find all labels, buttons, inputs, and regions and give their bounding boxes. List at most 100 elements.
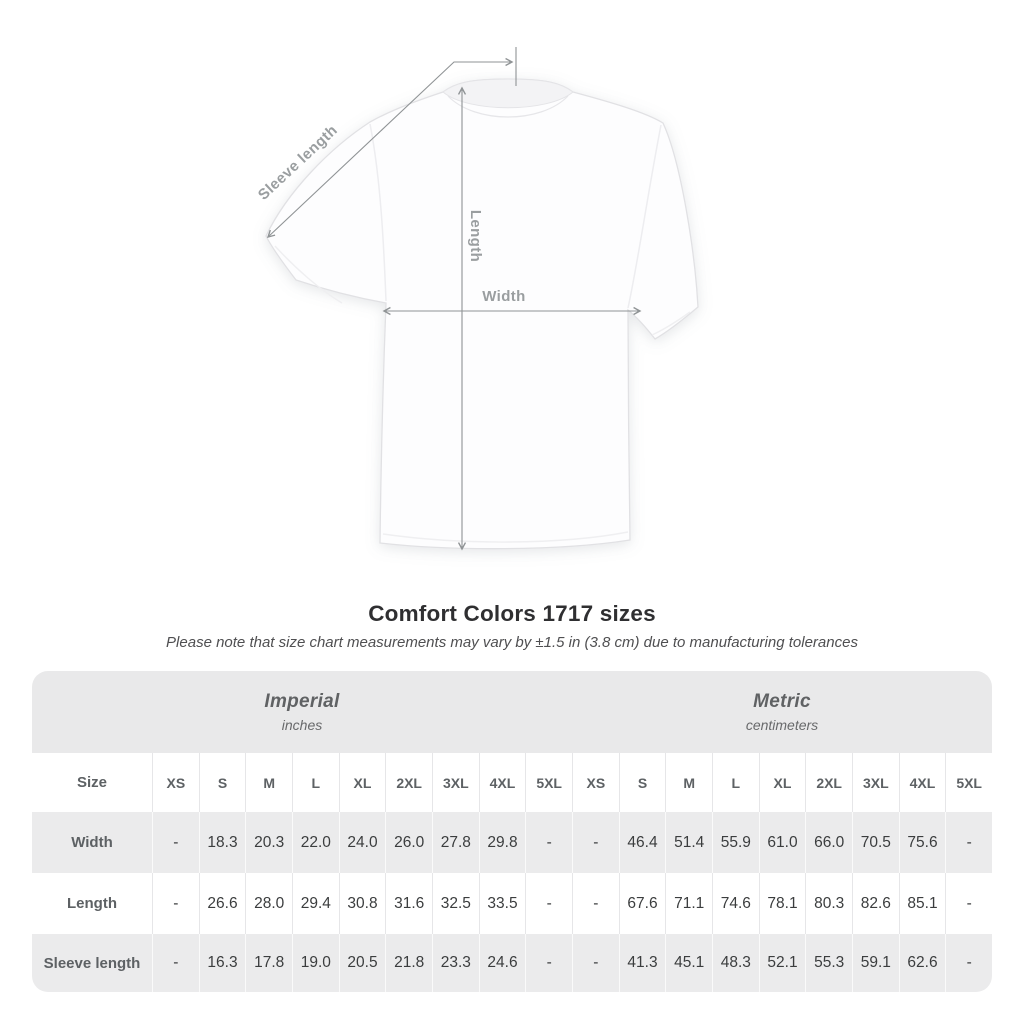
measurement-cell: - (152, 934, 199, 992)
measurement-cell: 70.5 (852, 812, 899, 873)
measurement-cell: 46.4 (618, 812, 666, 873)
measurement-cell: 32.5 (432, 873, 479, 934)
measurement-cell: 82.6 (852, 873, 899, 934)
measurement-cell: 22.0 (292, 812, 339, 873)
measurement-cell: 31.6 (385, 873, 432, 934)
size-corner-label: Size (76, 774, 107, 791)
measurement-cell: - (945, 873, 992, 934)
imperial-header: Imperial inches (32, 671, 572, 753)
measurement-cell: 16.3 (198, 934, 246, 992)
tshirt-measurement-diagram: Width Length Sleeve length (255, 47, 699, 551)
size-column-header: 5XL (945, 753, 992, 812)
measurement-cell: 21.8 (385, 934, 432, 992)
measurement-cell: 45.1 (665, 934, 712, 992)
size-column-header: 5XL (525, 753, 572, 812)
measurement-cell: 85.1 (898, 873, 946, 934)
metric-header: Metric centimeters (572, 671, 992, 753)
measurement-cell: 18.3 (198, 812, 246, 873)
size-column-header: 3XL (852, 753, 899, 812)
measurement-cell: 27.8 (432, 812, 479, 873)
imperial-unit-label: inches (281, 717, 323, 733)
size-column-header: XL (758, 753, 806, 812)
measurement-cell: 28.0 (245, 873, 292, 934)
size-column-header: L (712, 753, 759, 812)
size-column-header: XL (338, 753, 386, 812)
measurement-cell: 52.1 (758, 934, 806, 992)
tshirt-illustration (265, 78, 699, 550)
size-column-header: M (245, 753, 292, 812)
measurement-arrows (266, 47, 642, 551)
measurement-cell: 26.6 (198, 873, 246, 934)
size-column-header: XS (152, 753, 199, 812)
table-row: Length -26.6 28.0 29.4 30.8 31.6 32.5 33.5- -67.… (32, 873, 992, 934)
measurement-cell: 19.0 (292, 934, 339, 992)
measurement-cell: 55.3 (805, 934, 852, 992)
right-cuff-seam (651, 311, 691, 336)
measurement-cell: 74.6 (712, 873, 759, 934)
table-rows: Width -18.3 20.3 22.0 24.0 26.0 27.8 29.8- -46.4… (32, 812, 992, 992)
size-header-row: Size XS S M L XL 2XL 3XL 4XL 5XL XS S M L XL 2XL 3XL 4XL… (32, 753, 992, 812)
measurement-cell: 59.1 (852, 934, 899, 992)
measurement-cell: - (572, 812, 619, 873)
measurement-cell: 61.0 (758, 812, 806, 873)
width-label: Width (482, 288, 526, 305)
measurement-cell: 62.6 (898, 934, 946, 992)
tolerance-note: Please note that size chart measurements… (166, 634, 858, 651)
measurement-cell: - (945, 812, 992, 873)
size-column-header: XS (572, 753, 619, 812)
size-chart-table: Imperial inches Metric centimeters Size … (32, 671, 992, 992)
measurement-cell: 17.8 (245, 934, 292, 992)
size-column-header: L (292, 753, 339, 812)
measurement-cell: 29.4 (292, 873, 339, 934)
page-title: Comfort Colors 1717 sizes (368, 601, 656, 626)
unit-header-band: Imperial inches Metric centimeters (32, 671, 992, 753)
tshirt-diagram-svg: Width Length Sleeve length (255, 47, 699, 551)
measurement-cell: 24.6 (478, 934, 526, 992)
measurement-cell: 33.5 (478, 873, 526, 934)
measurement-cell: - (525, 873, 572, 934)
size-column-header: 2XL (805, 753, 852, 812)
measurement-cell: 23.3 (432, 934, 479, 992)
measurement-cell: - (525, 934, 572, 992)
size-column-header: S (198, 753, 246, 812)
size-column-header: 3XL (432, 753, 479, 812)
imperial-label: Imperial (264, 691, 340, 712)
measurement-cell: 41.3 (618, 934, 666, 992)
right-sleeve-seam (627, 124, 662, 309)
size-column-header: 4XL (478, 753, 526, 812)
measurement-cell: 71.1 (665, 873, 712, 934)
measurement-cell: 51.4 (665, 812, 712, 873)
measurement-cell: - (572, 934, 619, 992)
measurement-cell: 66.0 (805, 812, 852, 873)
measurement-cell: 20.3 (245, 812, 292, 873)
measurement-cell: - (152, 873, 199, 934)
measurement-cell: 78.1 (758, 873, 806, 934)
table-row: Sleeve length -16.3 17.8 19.0 20.5 21.8 23.3 24… (32, 934, 992, 992)
size-column-header: S (618, 753, 666, 812)
measurement-cell: 30.8 (338, 873, 386, 934)
measurement-cell: 48.3 (712, 934, 759, 992)
size-column-header: 2XL (385, 753, 432, 812)
measurement-cell: 20.5 (338, 934, 386, 992)
metric-unit-label: centimeters (745, 717, 819, 733)
length-label: Length (467, 210, 484, 262)
left-cuff-seam (274, 245, 343, 304)
measurement-cell: 67.6 (618, 873, 666, 934)
measurement-cell: 24.0 (338, 812, 386, 873)
measurement-cell: - (525, 812, 572, 873)
measurement-cell: 75.6 (898, 812, 946, 873)
measurement-cell: - (572, 873, 619, 934)
row-label: Length (67, 895, 117, 912)
sleeve-length-arrow (266, 57, 514, 239)
hem-seam (382, 531, 629, 543)
size-column-header: 4XL (898, 753, 946, 812)
measurement-cell: - (945, 934, 992, 992)
row-label: Width (71, 834, 113, 851)
size-column-header: M (665, 753, 712, 812)
measurement-cell: 26.0 (385, 812, 432, 873)
table-row: Width -18.3 20.3 22.0 24.0 26.0 27.8 29.8- -46.4… (32, 812, 992, 873)
row-label: Sleeve length (43, 954, 141, 972)
measurement-cell: - (152, 812, 199, 873)
measurement-cell: 55.9 (712, 812, 759, 873)
